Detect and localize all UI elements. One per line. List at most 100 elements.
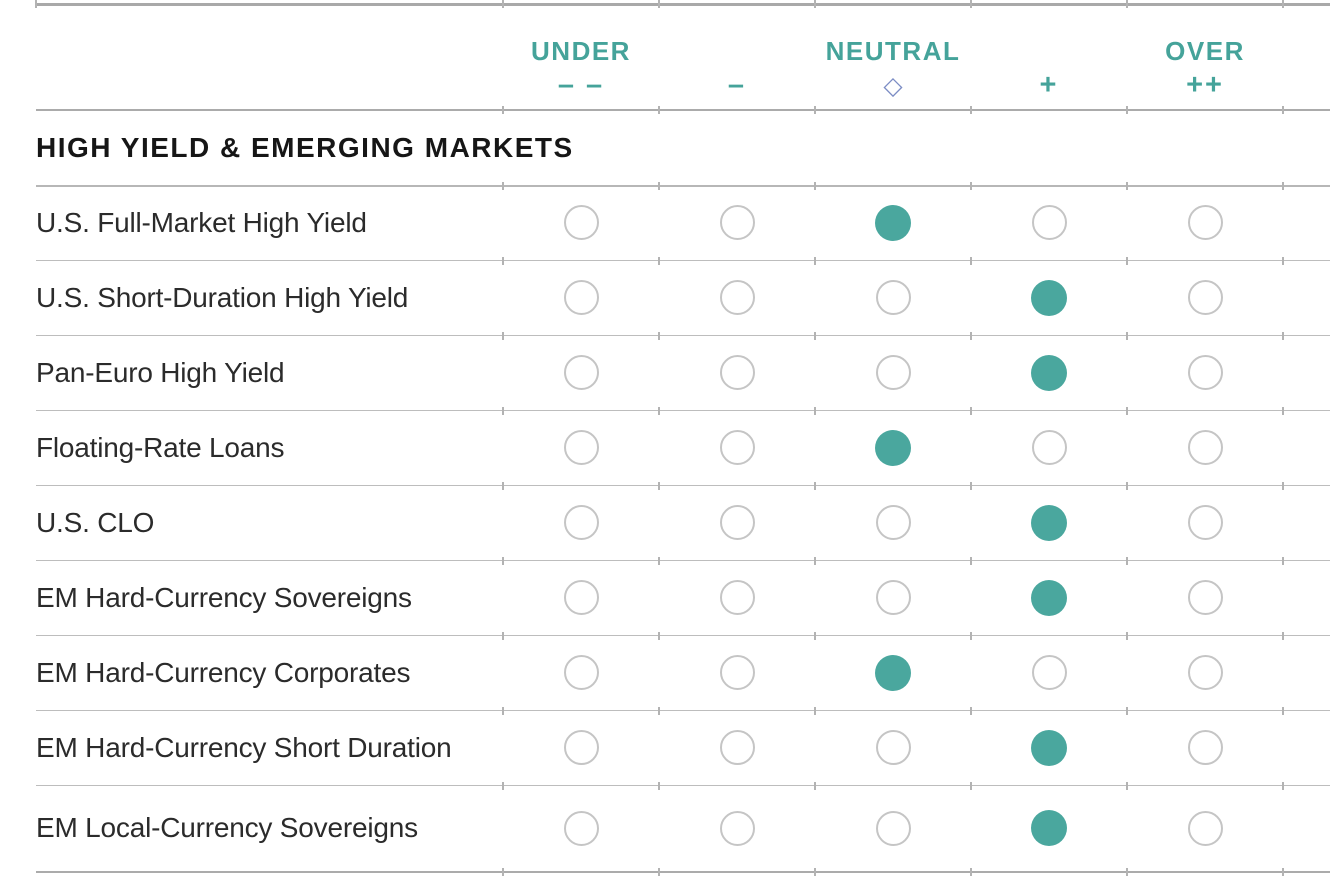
rating-cell xyxy=(659,485,815,560)
column-tick xyxy=(814,106,816,114)
scale-symbol-double-minus: – – xyxy=(557,68,605,101)
rating-dot xyxy=(1187,505,1223,540)
scale-symbol-minus: – xyxy=(727,68,747,101)
row-label: U.S. Short-Duration High Yield xyxy=(36,281,409,313)
rating-dot xyxy=(719,355,755,390)
table-row: EM Hard-Currency Short Duration xyxy=(0,710,1330,785)
rating-dot xyxy=(1187,810,1223,846)
rating-cell xyxy=(659,335,815,410)
rating-cell xyxy=(971,260,1127,335)
rating-dot xyxy=(1187,280,1223,315)
rating-cell xyxy=(1127,485,1283,560)
scale-symbol-double-plus: ++ xyxy=(1186,68,1224,101)
rating-dot xyxy=(1187,580,1223,615)
rating-cell xyxy=(815,635,971,710)
rating-dot xyxy=(875,280,911,315)
neutral-diamond-icon: ◇ xyxy=(883,70,903,100)
row-label: EM Hard-Currency Short Duration xyxy=(36,731,452,763)
rating-dot xyxy=(1031,655,1067,690)
rating-cell xyxy=(1127,785,1283,871)
rating-dot-selected xyxy=(875,429,911,466)
rating-cell xyxy=(1127,260,1283,335)
rating-cell xyxy=(1127,560,1283,635)
separator-line xyxy=(36,871,1330,873)
rating-dot xyxy=(719,280,755,315)
rating-cell xyxy=(503,335,659,410)
rating-cell xyxy=(1127,710,1283,785)
rating-cell xyxy=(659,710,815,785)
rating-cell xyxy=(815,185,971,260)
rating-dot xyxy=(719,810,755,846)
column-tick xyxy=(502,0,504,8)
section-title: HIGH YIELD & EMERGING MARKETS xyxy=(36,131,574,163)
rating-dot xyxy=(875,505,911,540)
rating-dot xyxy=(1031,205,1067,240)
rating-cell xyxy=(1127,635,1283,710)
rating-dot xyxy=(1187,730,1223,765)
rating-dot-selected xyxy=(1031,810,1067,846)
rating-cell xyxy=(815,260,971,335)
rating-cell xyxy=(971,335,1127,410)
rating-cell xyxy=(815,710,971,785)
rating-dot xyxy=(563,280,599,315)
scale-symbol-plus: + xyxy=(1039,68,1059,101)
rating-cell xyxy=(659,410,815,485)
rating-dot-selected xyxy=(875,204,911,241)
rating-cell xyxy=(1127,410,1283,485)
table-row: U.S. Short-Duration High Yield xyxy=(0,260,1330,335)
table-row: U.S. CLO xyxy=(0,485,1330,560)
row-label: U.S. Full-Market High Yield xyxy=(36,206,367,238)
rating-cell xyxy=(971,785,1127,871)
rating-cell xyxy=(971,560,1127,635)
row-label: EM Local-Currency Sovereigns xyxy=(36,812,418,843)
separator-line xyxy=(36,3,1330,6)
rating-dot xyxy=(719,505,755,540)
rating-dot xyxy=(563,730,599,765)
rating-cell xyxy=(971,185,1127,260)
column-tick xyxy=(1282,0,1284,8)
rating-cell xyxy=(659,260,815,335)
row-label: Floating-Rate Loans xyxy=(36,431,285,463)
column-tick xyxy=(1282,106,1284,114)
rating-dot-selected xyxy=(1031,729,1067,766)
row-label: U.S. CLO xyxy=(36,506,155,538)
column-tick xyxy=(1126,106,1128,114)
rating-cell xyxy=(659,560,815,635)
rating-dot xyxy=(719,730,755,765)
table-row: Pan-Euro High Yield xyxy=(0,335,1330,410)
rating-cell xyxy=(815,560,971,635)
rating-cell xyxy=(971,485,1127,560)
rating-dot xyxy=(875,730,911,765)
rating-dot xyxy=(719,655,755,690)
rating-cell xyxy=(503,635,659,710)
table-row: EM Hard-Currency Sovereigns xyxy=(0,560,1330,635)
rating-cell xyxy=(503,410,659,485)
rating-dot xyxy=(719,580,755,615)
table-row: EM Hard-Currency Corporates xyxy=(0,635,1330,710)
scale-group-neutral: NEUTRAL xyxy=(825,36,961,66)
rating-dot xyxy=(1187,655,1223,690)
rating-dot xyxy=(875,810,911,846)
rating-dot-selected xyxy=(1031,579,1067,616)
rating-cell xyxy=(815,485,971,560)
rating-cell xyxy=(503,260,659,335)
rating-dot-selected xyxy=(1031,279,1067,316)
rating-cell xyxy=(503,710,659,785)
rating-dot xyxy=(875,355,911,390)
rating-cell xyxy=(971,635,1127,710)
table-row: EM Local-Currency Sovereigns xyxy=(0,785,1330,871)
rating-dot xyxy=(563,355,599,390)
column-tick xyxy=(970,106,972,114)
rating-cell xyxy=(1127,185,1283,260)
rating-dot-selected xyxy=(875,654,911,691)
scale-group-under: UNDER xyxy=(531,36,631,66)
rating-cell xyxy=(815,410,971,485)
column-tick xyxy=(814,0,816,8)
rating-dot xyxy=(1187,430,1223,465)
rating-cell xyxy=(503,785,659,871)
rating-cell xyxy=(1127,335,1283,410)
rating-dot xyxy=(1187,205,1223,240)
rating-dot xyxy=(563,205,599,240)
column-tick xyxy=(658,106,660,114)
rating-dot xyxy=(719,430,755,465)
